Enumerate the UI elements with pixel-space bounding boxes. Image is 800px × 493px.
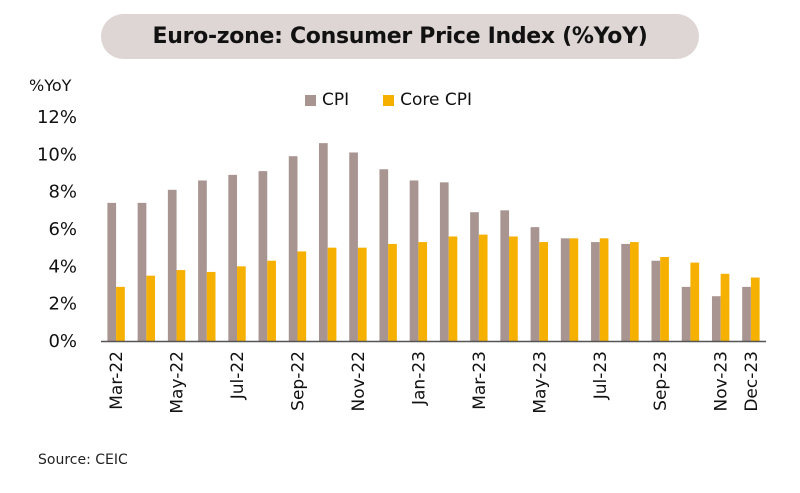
- y-tick-label: 0%: [48, 331, 77, 352]
- x-tick-label: Nov-23: [712, 351, 732, 412]
- legend-label-cpi: CPI: [322, 90, 350, 110]
- bar-cpi: [107, 202, 117, 341]
- bar-core-cpi: [146, 275, 156, 341]
- legend-item-cpi: CPI: [305, 90, 349, 110]
- bar-core-cpi: [206, 271, 216, 341]
- bar-core-cpi: [388, 243, 397, 341]
- legend-swatch-cpi: [305, 94, 316, 106]
- legend: CPI Core CPI: [305, 90, 506, 110]
- chart-title-banner: Euro-zone: Consumer Price Index (%YoY): [101, 14, 699, 59]
- bar-cpi: [651, 260, 661, 341]
- x-tick-label: Sep-23: [651, 351, 671, 411]
- bar-cpi: [319, 143, 328, 341]
- x-tick-label: Dec-23: [742, 351, 762, 412]
- bar-core-cpi: [116, 286, 125, 341]
- bar-core-cpi: [569, 238, 579, 341]
- bar-cpi: [288, 156, 298, 341]
- y-tick-label: 4%: [48, 256, 77, 277]
- bar-cpi: [228, 174, 238, 341]
- bar-cpi: [167, 189, 177, 341]
- bar-core-cpi: [660, 257, 669, 341]
- x-tick-label: Nov-22: [349, 351, 369, 412]
- bar-core-cpi: [599, 238, 609, 341]
- bar-cpi: [409, 180, 419, 341]
- x-tick-label: May-23: [530, 351, 550, 414]
- legend-item-core-cpi: Core CPI: [383, 90, 472, 110]
- bar-core-cpi: [267, 260, 276, 341]
- bar-cpi: [560, 238, 570, 341]
- bar-core-cpi: [237, 266, 246, 341]
- bar-core-cpi: [478, 234, 488, 341]
- bar-cpi: [439, 182, 449, 341]
- bar-core-cpi: [327, 247, 337, 341]
- bar-cpi: [470, 212, 479, 341]
- bar-cpi: [349, 152, 358, 341]
- bar-core-cpi: [539, 242, 548, 341]
- bar-core-cpi: [750, 277, 760, 341]
- source-note: Source: CEIC: [38, 452, 128, 468]
- chart-title: Euro-zone: Consumer Price Index (%YoY): [152, 24, 648, 49]
- bar-cpi: [530, 227, 540, 341]
- bar-cpi: [591, 242, 600, 341]
- bar-cpi: [742, 286, 751, 341]
- y-tick-label: 2%: [48, 294, 77, 315]
- x-axis-ticks: Mar-22 May-22 Jul-22 Sep-22 Nov-22 Jan-23 Mar-…: [107, 351, 762, 414]
- y-axis-label: %YoY: [29, 76, 72, 95]
- y-tick-label: 12%: [37, 107, 77, 128]
- y-tick-label: 8%: [48, 182, 77, 203]
- y-axis-ticks: 0% 2% 4% 6% 8% 10% 12%: [37, 107, 77, 352]
- bar-core-cpi: [176, 270, 186, 341]
- bar-core-cpi: [418, 242, 428, 341]
- bar-core-cpi: [690, 262, 700, 341]
- legend-swatch-core-cpi: [383, 94, 395, 106]
- legend-label-core-cpi: Core CPI: [400, 90, 473, 110]
- bar-cpi: [137, 202, 147, 341]
- bar-core-cpi: [448, 236, 458, 341]
- bars: [107, 143, 760, 341]
- bar-cpi: [681, 286, 691, 341]
- y-tick-label: 6%: [48, 219, 77, 240]
- bar-cpi: [711, 296, 721, 341]
- x-tick-label: Jul-22: [228, 351, 248, 400]
- x-tick-label: Mar-22: [107, 351, 127, 410]
- bar-cpi: [621, 243, 630, 341]
- x-tick-label: May-22: [168, 351, 188, 414]
- bar-cpi: [379, 169, 389, 341]
- bar-core-cpi: [357, 247, 367, 341]
- x-tick-label: Jan-23: [409, 351, 429, 406]
- bar-core-cpi: [629, 242, 639, 341]
- bar-core-cpi: [509, 236, 518, 341]
- bar-cpi: [258, 171, 268, 341]
- x-tick-label: Sep-22: [288, 351, 308, 411]
- y-tick-label: 10%: [37, 144, 77, 165]
- bar-core-cpi: [297, 251, 307, 341]
- bar-cpi: [500, 210, 510, 341]
- bar-cpi: [198, 180, 207, 341]
- bar-core-cpi: [720, 273, 730, 341]
- x-tick-label: Mar-23: [470, 351, 490, 410]
- x-tick-label: Jul-23: [591, 351, 611, 400]
